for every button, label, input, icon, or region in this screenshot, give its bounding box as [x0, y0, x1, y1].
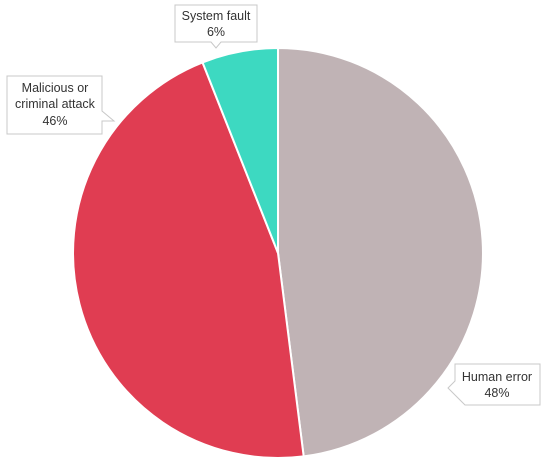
slice-label-malicious-attack-line1: Malicious or [22, 81, 89, 95]
pie-slice-malicious-attack [72, 61, 305, 459]
slice-label-malicious-attack-line2: criminal attack [15, 97, 96, 111]
callout-system-fault: System fault 6% [174, 4, 258, 49]
callout-box-human-error [447, 363, 541, 406]
callout-box-system-fault [174, 4, 258, 49]
pie-slices [72, 46, 484, 459]
slice-value-human-error: 48% [484, 386, 509, 400]
slice-label-human-error: Human error [462, 370, 532, 384]
slice-label-system-fault: System fault [182, 9, 251, 23]
slice-value-malicious-attack: 46% [42, 114, 67, 128]
callout-box-malicious-attack [6, 75, 116, 135]
pie-slice-human-error [277, 46, 484, 458]
pie-slice-system-fault [201, 46, 279, 254]
slice-value-system-fault: 6% [207, 25, 225, 39]
callout-malicious-attack: Malicious or criminal attack 46% [6, 75, 116, 135]
callout-human-error: Human error 48% [447, 363, 541, 406]
